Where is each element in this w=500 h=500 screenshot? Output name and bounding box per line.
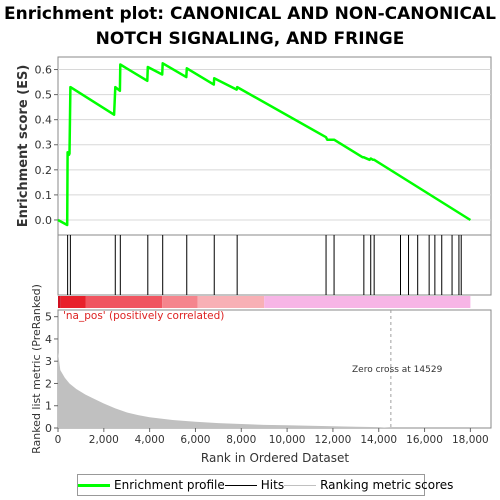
legend-enrichment-swatch [78,483,110,487]
metric-tick-label: 1 [45,400,52,413]
zero-cross-label: Zero cross at 14529 [352,365,443,375]
legend: Enrichment profile Hits Ranking metric s… [77,474,453,496]
rank-gradient-segment [58,296,61,308]
x-tick-label: 4,000 [135,434,165,446]
metric-tick-label: 2 [45,377,52,390]
metric-panel [57,309,492,429]
title-line-2: NOTCH SIGNALING, AND FRINGE [95,29,405,49]
ranking-metric-area [58,352,471,428]
x-axis-label: Rank in Ordered Dataset [201,451,349,465]
es-tick-label: 0.3 [35,139,53,152]
es-tick-label: 0.2 [35,164,53,177]
x-tick-label: 10,000 [269,434,306,446]
legend-hits-swatch [224,484,257,486]
metric-tick-label: 5 [45,311,52,324]
rank-gradient-segment [85,296,163,308]
es-tick-label: 0.0 [35,214,53,227]
metric-tick-label: 0 [45,422,52,435]
legend-metric: Ranking metric scores [284,478,453,492]
rank-gradient-segment [60,296,86,308]
legend-hits: Hits [224,478,285,492]
legend-metric-swatch [284,484,317,486]
x-tick-label: 18,000 [452,434,489,446]
legend-enrichment-label: Enrichment profile [114,478,225,492]
legend-metric-label: Ranking metric scores [320,478,454,492]
enrichment-plot: 0.0 0.1 0.2 0.3 0.4 0.5 0.6 0 1 2 3 4 5 0 2,000 4,000 6… [16,56,492,465]
metric-tick-label: 3 [45,355,52,368]
rank-gradient-segment [197,296,265,308]
x-tick-label: 16,000 [406,434,443,446]
es-ylabel: Enrichment score (ES) [16,65,31,228]
x-tick-label: 2,000 [89,434,119,446]
es-tick-label: 0.1 [35,189,53,202]
hits-panel [57,234,492,296]
es-tick-label: 0.5 [35,89,53,102]
x-tick-label: 14,000 [360,434,397,446]
x-tick-label: 12,000 [315,434,352,446]
enrichment-profile-line [57,62,472,227]
x-tick-label: 8,000 [226,434,256,446]
x-tick-label: 0 [55,434,62,446]
x-tick-label: 6,000 [180,434,210,446]
es-tick-label: 0.4 [35,114,53,127]
rank-gradient-segment [162,296,198,308]
es-tick-label: 0.6 [35,64,53,77]
na-pos-label: 'na_pos' (positively correlated) [63,310,224,322]
legend-hits-label: Hits [260,478,285,492]
metric-tick-label: 4 [45,333,52,346]
es-panel [57,56,492,236]
legend-enrichment: Enrichment profile [78,478,225,492]
title-line-1: Enrichment plot: CANONICAL AND NON-CANON… [4,4,496,24]
chart-title: Enrichment plot: CANONICAL AND NON-CANON… [0,2,500,52]
rank-gradient-segment [264,296,471,308]
metric-ylabel: Ranked list metric (PreRanked) [30,284,43,454]
